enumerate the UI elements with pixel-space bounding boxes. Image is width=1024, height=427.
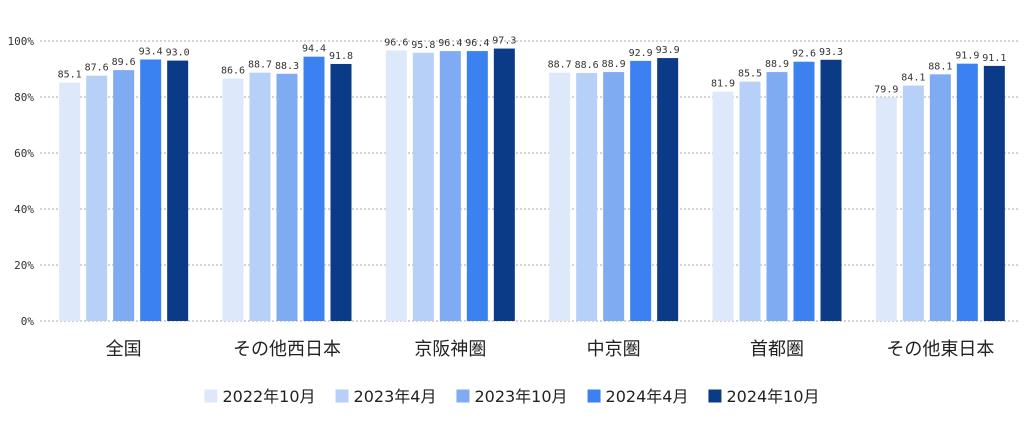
data-label: 93.0	[166, 48, 190, 59]
legend: 2022年10月 2023年4月 2023年10月 2024年4月 2024年10月	[204, 387, 820, 406]
data-label: 88.6	[575, 60, 599, 71]
bar	[956, 63, 978, 322]
bar	[630, 60, 652, 321]
bars	[59, 48, 1005, 322]
legend-swatch	[587, 389, 601, 403]
y-tick-label: 80%	[14, 91, 34, 104]
data-label: 92.9	[629, 48, 653, 59]
y-tick-label: 100%	[8, 35, 35, 48]
bar	[576, 72, 598, 321]
data-label: 87.6	[85, 63, 109, 74]
data-label: 86.6	[221, 66, 245, 77]
bar	[902, 85, 924, 322]
legend-label: 2022年10月	[222, 387, 315, 406]
category-label: 首都圏	[750, 339, 804, 360]
bar	[439, 51, 461, 322]
bar	[86, 75, 108, 321]
data-label: 97.3	[492, 36, 516, 47]
bar	[712, 91, 734, 322]
y-tick-label: 40%	[14, 203, 34, 216]
data-label: 96.4	[465, 38, 489, 49]
data-label: 88.9	[602, 59, 626, 70]
data-label: 88.3	[275, 61, 299, 72]
data-label: 93.9	[656, 45, 680, 56]
category-label: 京阪神圏	[414, 339, 486, 360]
legend-label: 2023年10月	[474, 387, 567, 406]
bar	[222, 78, 244, 322]
legend-label: 2024年4月	[606, 387, 689, 406]
data-label: 85.1	[58, 70, 82, 81]
category-label: 中京圏	[587, 339, 641, 360]
legend-swatch	[204, 389, 218, 403]
bar	[493, 48, 515, 322]
data-label: 96.6	[384, 38, 408, 49]
bar	[140, 59, 162, 321]
bar	[303, 56, 325, 322]
data-label: 94.4	[302, 44, 326, 55]
data-label: 88.7	[248, 60, 272, 71]
bar	[929, 74, 951, 321]
legend-label: 2024年10月	[726, 387, 819, 406]
data-label: 85.5	[738, 69, 762, 80]
bar	[276, 73, 298, 321]
data-label: 79.9	[874, 84, 898, 95]
data-label: 81.9	[711, 79, 735, 90]
legend-label: 2023年4月	[354, 387, 437, 406]
bar	[549, 72, 571, 321]
data-label: 93.3	[819, 47, 843, 58]
legend-swatch	[335, 389, 349, 403]
bar	[167, 60, 189, 321]
category-label: その他西日本	[233, 339, 341, 360]
axes: 0% 20% 40% 60% 80% 100% 全国 その他西日本 京阪神圏 中京圏 首都圏 その他東…	[8, 35, 995, 360]
data-label: 89.6	[112, 57, 136, 68]
bar	[330, 63, 352, 322]
bar	[820, 59, 842, 321]
y-tick-label: 20%	[14, 259, 34, 272]
bar	[739, 81, 761, 321]
data-label: 95.8	[411, 40, 435, 51]
data-label: 91.9	[955, 51, 979, 62]
data-label: 91.8	[329, 51, 353, 62]
data-label: 96.4	[438, 38, 462, 49]
category-label: その他東日本	[886, 339, 994, 360]
legend-swatch	[456, 389, 470, 403]
bar	[983, 65, 1005, 321]
bar	[603, 72, 625, 321]
bar	[249, 72, 271, 321]
bar	[385, 50, 407, 322]
bar	[875, 97, 897, 321]
bar	[412, 52, 434, 321]
bar	[113, 70, 135, 322]
bar	[59, 82, 81, 321]
data-label: 84.1	[901, 73, 925, 84]
bar	[793, 61, 815, 321]
data-label: 88.9	[765, 59, 789, 70]
y-tick-label: 0%	[21, 315, 35, 328]
y-tick-label: 60%	[14, 147, 34, 160]
bar	[657, 58, 679, 322]
bar	[466, 51, 488, 322]
data-labels: 85.187.689.693.4 93.086.688.7 88.394.491.8…	[58, 36, 1007, 96]
bar	[766, 72, 788, 321]
data-label: 92.6	[792, 49, 816, 60]
data-label: 91.1	[982, 53, 1006, 64]
data-label: 93.4	[139, 46, 163, 57]
category-label: 全国	[106, 339, 142, 360]
data-label: 88.1	[928, 61, 952, 72]
legend-swatch	[708, 389, 722, 403]
gridlines	[40, 40, 1020, 322]
data-label: 88.7	[548, 60, 572, 71]
